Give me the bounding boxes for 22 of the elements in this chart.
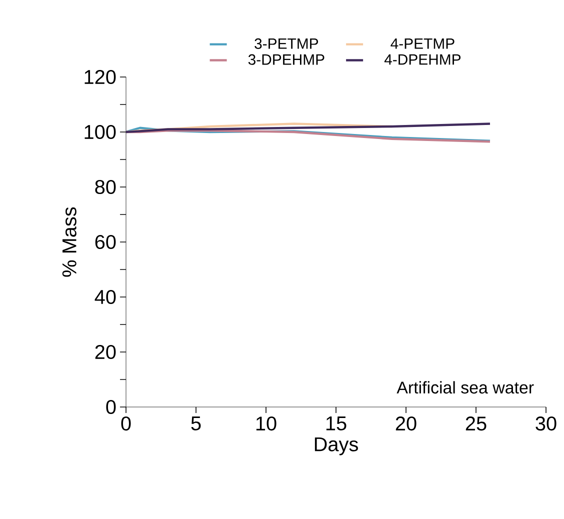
annotation: Artificial sea water: [396, 381, 534, 394]
x-tick-label: 0: [121, 416, 131, 431]
y-tick-label: 120: [84, 70, 116, 84]
y-tick-label: 80: [95, 180, 116, 194]
y-tick-label: 20: [95, 344, 116, 360]
x-tick-label: 20: [396, 416, 416, 431]
line-series: [126, 122, 492, 134]
x-tick-label: 5: [191, 416, 201, 430]
x-tick-label: 10: [256, 416, 276, 431]
legend-label: 4-DPEHMP: [384, 54, 461, 65]
x-tick-label: 25: [466, 416, 486, 431]
y-axis-title: % Mass: [62, 207, 76, 277]
y-tick-label: 40: [94, 290, 116, 304]
legend-label: 3-DPEHMP: [248, 54, 324, 65]
x-tick-label: 30: [536, 416, 556, 431]
y-tick-label: 100: [84, 124, 116, 140]
x-axis-title: Days: [314, 437, 358, 456]
legend-label: 3-PETMP: [254, 38, 318, 49]
y-tick-label: 60: [95, 234, 116, 250]
legend-label: 4-PETMP: [390, 38, 454, 49]
y-tick-label: 0: [106, 400, 116, 414]
x-tick-label: 15: [326, 416, 346, 430]
